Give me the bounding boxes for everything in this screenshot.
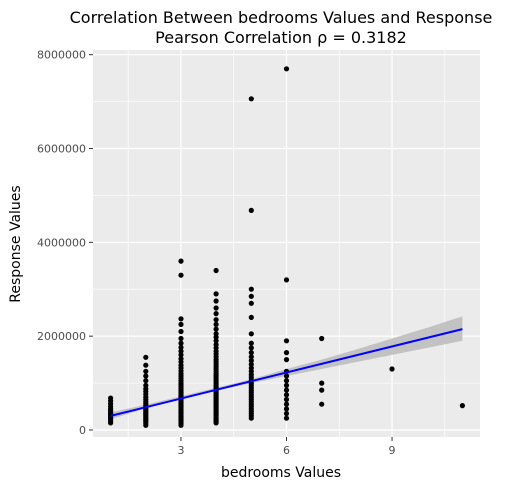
y-axis-title: Response Values — [8, 185, 24, 302]
data-point — [283, 415, 290, 421]
data-point — [319, 335, 325, 342]
data-point — [248, 345, 254, 351]
data-point — [213, 305, 219, 311]
data-point — [213, 342, 219, 348]
data-point — [248, 300, 254, 306]
data-point — [213, 317, 219, 323]
data-point — [283, 396, 290, 403]
fit-line-layer — [110, 328, 463, 417]
y-tick-label: 8000000 — [37, 49, 86, 62]
data-point — [283, 410, 290, 417]
data-point — [283, 350, 290, 356]
data-point — [319, 380, 325, 386]
data-point — [248, 207, 254, 213]
data-point — [178, 258, 184, 264]
y-tick-label: 0 — [79, 424, 86, 437]
data-point — [283, 357, 290, 363]
data-point — [213, 291, 219, 297]
data-point — [248, 293, 254, 299]
data-point — [143, 362, 149, 368]
data-point — [248, 350, 254, 356]
data-point — [213, 311, 219, 317]
data-point — [178, 356, 184, 362]
data-point — [248, 361, 254, 367]
fit-line — [110, 328, 463, 417]
data-point — [178, 352, 184, 358]
data-point — [178, 272, 184, 278]
points-layer — [108, 66, 465, 428]
data-point — [108, 395, 114, 401]
data-point — [248, 357, 254, 364]
data-point — [283, 387, 290, 393]
data-point — [213, 298, 219, 304]
chart-title: Correlation Between bedrooms Values and … — [70, 8, 493, 27]
data-point — [178, 335, 184, 342]
y-tick-label: 4000000 — [37, 236, 86, 249]
data-point — [248, 331, 254, 337]
x-tick-label: 6 — [283, 444, 290, 457]
data-point — [319, 387, 325, 393]
data-point — [213, 331, 219, 337]
data-point — [248, 340, 254, 346]
data-point — [213, 321, 219, 327]
data-point — [283, 338, 290, 344]
data-point — [319, 401, 325, 407]
x-tick-label: 3 — [177, 444, 184, 457]
data-point — [283, 382, 290, 388]
data-point — [283, 373, 290, 379]
x-axis-title: bedrooms Values — [221, 465, 341, 481]
data-point — [389, 366, 395, 372]
data-point — [178, 348, 184, 354]
data-point — [213, 326, 219, 332]
y-tick-label: 6000000 — [37, 143, 86, 156]
y-tick-label: 2000000 — [37, 330, 86, 343]
x-tick-label: 9 — [389, 444, 396, 457]
chart-subtitle: Pearson Correlation ρ = 0.3182 — [155, 28, 407, 47]
data-point — [459, 403, 465, 409]
axis-layer: 3 6 9 0 2000000 4000000 6000000 8000000 — [37, 49, 396, 457]
data-point — [143, 378, 149, 384]
data-point — [283, 378, 290, 384]
data-point — [283, 277, 290, 283]
data-point — [143, 373, 149, 379]
data-point — [213, 267, 219, 274]
data-point — [178, 321, 184, 327]
data-point — [248, 286, 254, 292]
data-point — [213, 338, 219, 344]
data-point — [248, 314, 254, 320]
data-point — [248, 96, 254, 102]
data-point — [178, 340, 184, 346]
data-point — [283, 392, 290, 398]
data-point — [143, 354, 149, 360]
data-point — [178, 316, 184, 322]
data-point — [178, 328, 184, 335]
data-point — [283, 66, 290, 72]
data-point — [248, 365, 254, 371]
data-point — [178, 344, 184, 350]
data-point — [283, 401, 290, 407]
data-point — [248, 354, 254, 360]
data-point — [283, 406, 290, 412]
data-point — [143, 382, 149, 388]
data-point — [143, 368, 149, 374]
